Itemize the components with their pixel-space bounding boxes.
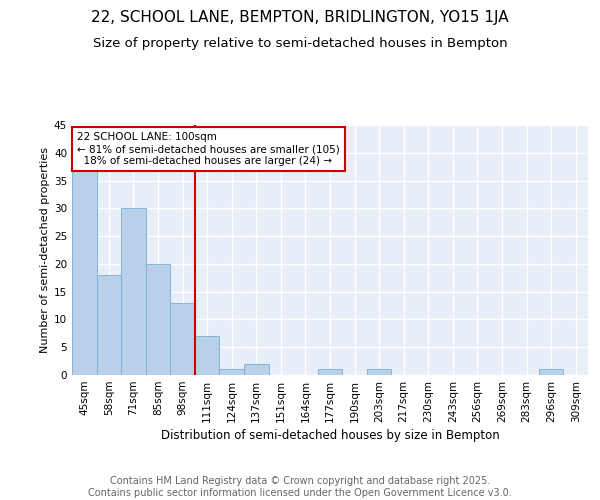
X-axis label: Distribution of semi-detached houses by size in Bempton: Distribution of semi-detached houses by …	[161, 429, 499, 442]
Bar	[97, 275, 121, 375]
Bar	[367, 370, 391, 375]
Y-axis label: Number of semi-detached properties: Number of semi-detached properties	[40, 147, 50, 353]
Text: Size of property relative to semi-detached houses in Bempton: Size of property relative to semi-detach…	[92, 38, 508, 51]
Bar	[195, 336, 220, 375]
Text: 22 SCHOOL LANE: 100sqm
← 81% of semi-detached houses are smaller (105)
  18% of : 22 SCHOOL LANE: 100sqm ← 81% of semi-det…	[77, 132, 340, 166]
Bar	[539, 370, 563, 375]
Bar	[72, 170, 97, 375]
Bar	[121, 208, 146, 375]
Bar	[318, 370, 342, 375]
Bar	[170, 303, 195, 375]
Bar	[146, 264, 170, 375]
Text: 22, SCHOOL LANE, BEMPTON, BRIDLINGTON, YO15 1JA: 22, SCHOOL LANE, BEMPTON, BRIDLINGTON, Y…	[91, 10, 509, 25]
Text: Contains HM Land Registry data © Crown copyright and database right 2025.
Contai: Contains HM Land Registry data © Crown c…	[88, 476, 512, 498]
Bar	[220, 370, 244, 375]
Bar	[244, 364, 269, 375]
